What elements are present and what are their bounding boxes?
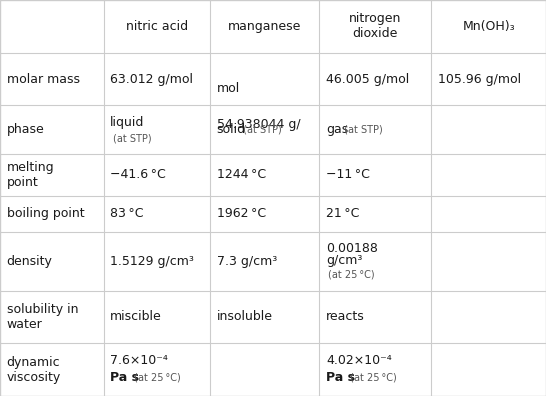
Text: boiling point: boiling point <box>7 208 84 221</box>
Text: 46.005 g/mol: 46.005 g/mol <box>326 72 409 86</box>
Text: density: density <box>7 255 52 268</box>
Text: dynamic
viscosity: dynamic viscosity <box>7 356 61 384</box>
Text: 1.5129 g/cm³: 1.5129 g/cm³ <box>110 255 194 268</box>
Text: miscible: miscible <box>110 310 162 324</box>
Text: (at 25 °C): (at 25 °C) <box>347 373 396 383</box>
Text: Pa s: Pa s <box>110 371 139 384</box>
Text: 7.6×10⁻⁴: 7.6×10⁻⁴ <box>110 354 168 367</box>
Text: 7.3 g/cm³: 7.3 g/cm³ <box>217 255 277 268</box>
Text: nitric acid: nitric acid <box>126 20 188 33</box>
Text: solid: solid <box>217 123 246 136</box>
Text: manganese: manganese <box>228 20 301 33</box>
Text: 0.00188: 0.00188 <box>326 242 378 255</box>
Text: g/cm³: g/cm³ <box>326 254 363 267</box>
Text: melting
point: melting point <box>7 161 54 188</box>
Text: (at 25 °C): (at 25 °C) <box>131 373 181 383</box>
Text: molar mass: molar mass <box>7 72 80 86</box>
Text: (at STP): (at STP) <box>341 125 383 135</box>
Text: −41.6 °C: −41.6 °C <box>110 168 166 181</box>
Text: (at STP): (at STP) <box>113 133 152 143</box>
Text: mol: mol <box>217 82 240 95</box>
Text: liquid: liquid <box>110 116 145 129</box>
Text: nitrogen
dioxide: nitrogen dioxide <box>349 12 401 40</box>
Text: −11 °C: −11 °C <box>326 168 370 181</box>
Text: (at STP): (at STP) <box>240 125 282 135</box>
Text: solubility in
water: solubility in water <box>7 303 78 331</box>
Text: Pa s: Pa s <box>326 371 355 384</box>
Text: 105.96 g/mol: 105.96 g/mol <box>438 72 521 86</box>
Text: 4.02×10⁻⁴: 4.02×10⁻⁴ <box>326 354 391 367</box>
Text: 21 °C: 21 °C <box>326 208 359 221</box>
Text: gas: gas <box>326 123 348 136</box>
Text: 1244 °C: 1244 °C <box>217 168 266 181</box>
Text: insoluble: insoluble <box>217 310 273 324</box>
Text: reacts: reacts <box>326 310 365 324</box>
Text: 54.938044 g/: 54.938044 g/ <box>217 118 300 131</box>
Text: (at 25 °C): (at 25 °C) <box>328 269 374 279</box>
Text: 83 °C: 83 °C <box>110 208 144 221</box>
Text: Mn(OH)₃: Mn(OH)₃ <box>462 20 515 33</box>
Text: 63.012 g/mol: 63.012 g/mol <box>110 72 193 86</box>
Text: 1962 °C: 1962 °C <box>217 208 266 221</box>
Text: phase: phase <box>7 123 44 136</box>
